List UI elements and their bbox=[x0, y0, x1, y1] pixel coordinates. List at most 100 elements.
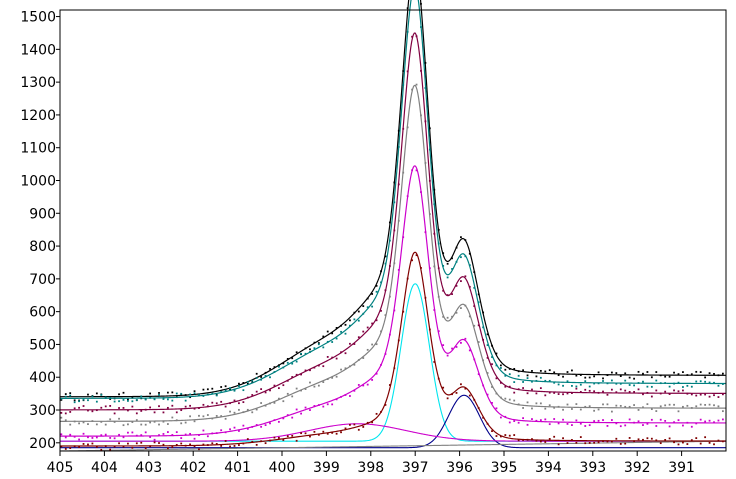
data-point bbox=[495, 377, 498, 380]
data-point bbox=[704, 393, 707, 396]
data-point bbox=[180, 437, 183, 439]
data-point bbox=[708, 419, 711, 422]
data-point bbox=[464, 337, 467, 340]
data-point bbox=[624, 372, 627, 375]
data-point bbox=[304, 369, 307, 372]
data-point bbox=[255, 408, 258, 411]
data-point bbox=[579, 422, 582, 425]
data-point bbox=[522, 369, 524, 372]
data-point bbox=[73, 420, 76, 423]
data-point bbox=[682, 441, 684, 444]
data-point bbox=[428, 213, 431, 216]
data-point bbox=[655, 425, 658, 427]
data-point bbox=[229, 402, 231, 405]
series-4 bbox=[60, 83, 726, 427]
data-point bbox=[162, 398, 165, 400]
x-tick-label: 395 bbox=[491, 460, 518, 476]
x-tick-label: 404 bbox=[91, 460, 118, 476]
data-point bbox=[677, 410, 680, 413]
data-point bbox=[127, 398, 129, 401]
data-point bbox=[393, 229, 396, 232]
data-point bbox=[344, 367, 347, 370]
y-tick-label: 500 bbox=[29, 337, 56, 353]
data-point bbox=[313, 405, 316, 407]
data-point bbox=[486, 333, 489, 336]
data-point bbox=[282, 400, 285, 403]
data-point bbox=[602, 390, 604, 393]
data-point bbox=[149, 392, 152, 395]
x-tick-label: 392 bbox=[624, 460, 651, 476]
data-point bbox=[158, 423, 160, 426]
y-tick-label: 600 bbox=[29, 305, 56, 321]
data-point bbox=[171, 434, 174, 436]
data-point bbox=[548, 438, 551, 440]
data-point bbox=[686, 443, 689, 445]
data-point bbox=[64, 395, 67, 398]
data-point bbox=[357, 428, 360, 431]
data-point bbox=[104, 423, 107, 426]
data-point bbox=[362, 312, 365, 315]
data-point bbox=[624, 442, 627, 445]
data-point bbox=[158, 442, 160, 444]
data-point bbox=[286, 435, 289, 438]
data-point bbox=[326, 330, 329, 333]
data-point bbox=[606, 393, 609, 396]
data-point bbox=[504, 368, 507, 371]
data-point bbox=[317, 433, 320, 436]
data-point bbox=[433, 188, 436, 191]
data-point bbox=[695, 370, 698, 373]
data-point bbox=[215, 415, 218, 417]
data-point bbox=[548, 404, 551, 407]
data-point bbox=[322, 405, 325, 408]
data-point bbox=[597, 408, 600, 411]
data-point bbox=[628, 376, 631, 379]
data-point bbox=[366, 297, 369, 300]
data-point bbox=[402, 70, 405, 72]
data-point bbox=[260, 388, 263, 391]
data-point bbox=[224, 389, 227, 392]
data-point bbox=[264, 374, 267, 377]
data-point bbox=[371, 322, 374, 325]
data-point bbox=[655, 379, 658, 382]
data-point bbox=[562, 437, 564, 440]
data-point bbox=[717, 396, 720, 398]
data-point bbox=[455, 392, 458, 394]
data-point bbox=[713, 404, 715, 407]
data-point bbox=[708, 441, 711, 444]
data-point bbox=[588, 385, 591, 388]
data-point bbox=[686, 374, 689, 376]
data-point bbox=[309, 381, 311, 384]
data-point bbox=[215, 432, 218, 435]
series-6 bbox=[60, 251, 726, 451]
data-point bbox=[260, 440, 263, 443]
x-tick-label: 396 bbox=[446, 460, 473, 476]
data-point bbox=[255, 372, 258, 375]
series-line-5 bbox=[59, 165, 726, 437]
data-point bbox=[464, 304, 467, 307]
data-point bbox=[322, 335, 325, 338]
data-point bbox=[650, 437, 653, 440]
data-point bbox=[659, 392, 662, 395]
data-point bbox=[548, 423, 551, 426]
data-point bbox=[397, 268, 400, 271]
data-point bbox=[393, 181, 396, 184]
data-point bbox=[468, 315, 471, 318]
y-axis: 200 300 400 500 600 700 800 900 1000 1100 1200 1300… bbox=[20, 10, 60, 452]
data-point bbox=[184, 394, 187, 396]
data-point bbox=[211, 432, 214, 435]
data-point bbox=[473, 286, 476, 289]
data-point bbox=[610, 388, 613, 391]
data-point bbox=[721, 440, 724, 443]
data-point bbox=[326, 356, 329, 358]
data-point bbox=[304, 432, 307, 435]
data-point bbox=[371, 343, 374, 346]
data-point bbox=[531, 407, 533, 410]
data-point bbox=[149, 445, 152, 448]
data-point bbox=[273, 366, 276, 368]
y-tick-label: 1200 bbox=[20, 108, 56, 124]
data-point bbox=[690, 407, 693, 409]
data-point bbox=[366, 348, 369, 351]
data-point bbox=[255, 443, 258, 446]
data-point bbox=[371, 379, 374, 381]
data-point bbox=[277, 387, 280, 390]
